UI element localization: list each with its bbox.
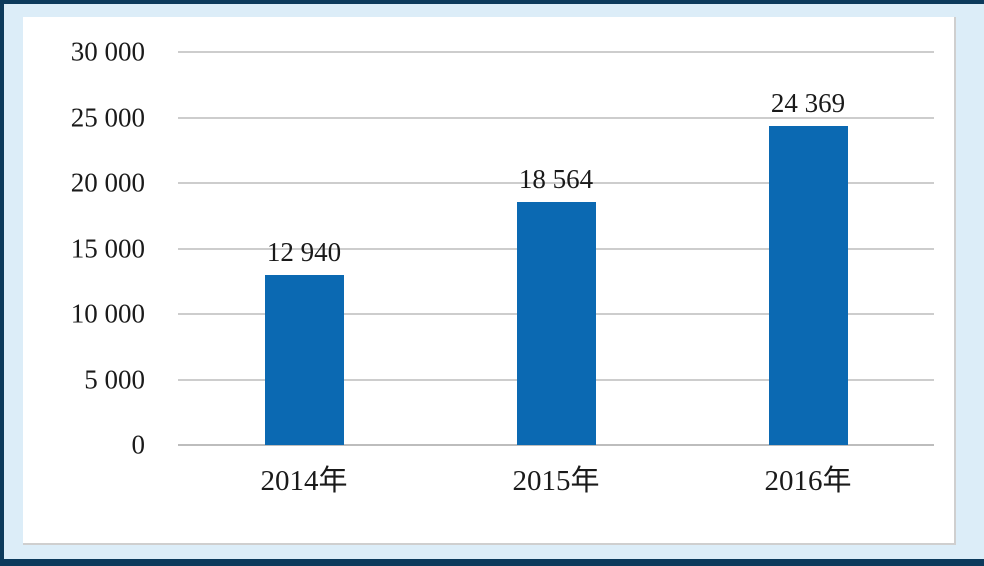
y-tick-label: 20 000 — [70, 167, 145, 198]
x-category-label: 2016年 — [764, 465, 852, 497]
bar-value-label: 18 564 — [518, 164, 594, 194]
chart-panel: 0 5 000 10 000 15 000 20 000 25 000 30 000 12 9… — [23, 17, 956, 545]
gridline — [178, 51, 934, 53]
x-axis-line — [178, 444, 934, 446]
bar — [768, 126, 848, 445]
gridline — [178, 116, 934, 119]
gridline — [178, 182, 934, 184]
y-tick-label: 5 000 — [84, 364, 145, 394]
y-tick-label: 30 000 — [70, 36, 145, 67]
bar-value-label: 24 369 — [770, 88, 846, 118]
plot-area: 0 5 000 10 000 15 000 20 000 25 000 30 000 12 9… — [71, 38, 934, 496]
y-tick-label: 25 000 — [70, 102, 145, 132]
bar — [516, 202, 596, 445]
bar — [264, 275, 344, 445]
x-category-label: 2015年 — [512, 465, 600, 497]
y-tick-label: 10 000 — [70, 298, 145, 329]
y-tick-label: 0 — [131, 429, 146, 460]
bar-value-label: 12 940 — [266, 237, 342, 267]
y-tick-label: 15 000 — [70, 233, 145, 263]
x-category-label: 2014年 — [260, 465, 348, 497]
